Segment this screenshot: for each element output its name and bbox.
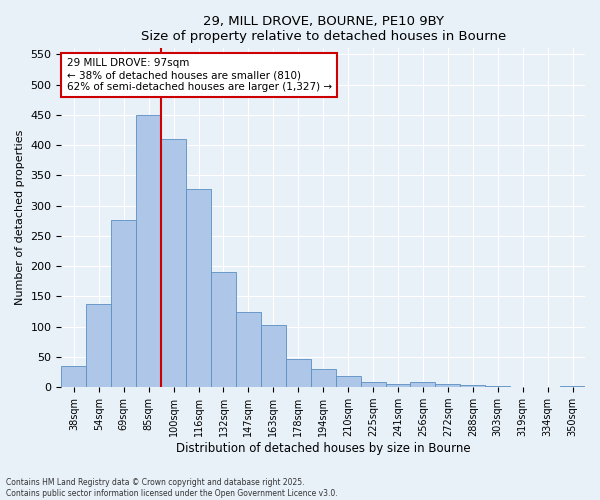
Bar: [361, 382, 386, 387]
Bar: [436, 384, 460, 387]
Bar: [261, 326, 286, 387]
Text: 29 MILL DROVE: 97sqm
← 38% of detached houses are smaller (810)
62% of semi-deta: 29 MILL DROVE: 97sqm ← 38% of detached h…: [67, 58, 332, 92]
Bar: [186, 188, 211, 387]
Bar: [136, 115, 161, 387]
Bar: [236, 312, 261, 387]
Title: 29, MILL DROVE, BOURNE, PE10 9BY
Size of property relative to detached houses in: 29, MILL DROVE, BOURNE, PE10 9BY Size of…: [140, 15, 506, 43]
Bar: [211, 272, 236, 387]
Bar: [386, 384, 410, 387]
Bar: [61, 366, 86, 387]
Bar: [86, 304, 111, 387]
Bar: [410, 382, 436, 387]
Y-axis label: Number of detached properties: Number of detached properties: [15, 130, 25, 306]
Text: Contains HM Land Registry data © Crown copyright and database right 2025.
Contai: Contains HM Land Registry data © Crown c…: [6, 478, 338, 498]
X-axis label: Distribution of detached houses by size in Bourne: Distribution of detached houses by size …: [176, 442, 470, 455]
Bar: [535, 386, 560, 387]
Bar: [335, 376, 361, 387]
Bar: [460, 386, 485, 387]
Bar: [161, 139, 186, 387]
Bar: [510, 386, 535, 387]
Bar: [485, 386, 510, 387]
Bar: [286, 359, 311, 387]
Bar: [560, 386, 585, 387]
Bar: [111, 220, 136, 387]
Bar: [311, 369, 335, 387]
